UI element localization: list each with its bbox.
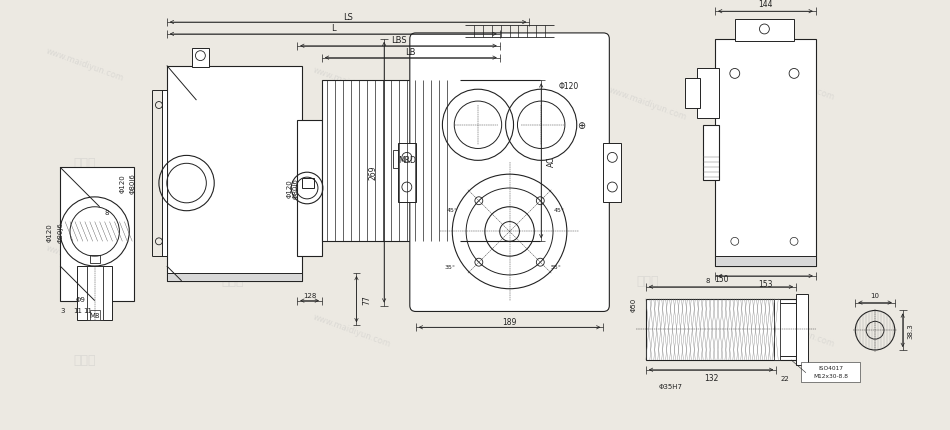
Text: Φ80j6: Φ80j6 — [57, 221, 63, 243]
Bar — [89, 255, 100, 264]
Bar — [715, 40, 816, 267]
FancyBboxPatch shape — [409, 34, 609, 312]
Bar — [398, 143, 416, 203]
Text: www.maidiyun.com: www.maidiyun.com — [608, 86, 688, 122]
Text: 迈迪网: 迈迪网 — [636, 275, 659, 288]
Bar — [167, 273, 302, 281]
Bar — [192, 49, 209, 68]
Text: Φ120: Φ120 — [120, 174, 125, 193]
Bar — [774, 303, 796, 356]
Bar — [796, 294, 808, 365]
Text: www.maidiyun.com: www.maidiyun.com — [756, 66, 836, 102]
Text: 10: 10 — [870, 292, 880, 298]
Text: 迈迪网: 迈迪网 — [221, 275, 244, 288]
Text: 11: 11 — [84, 308, 92, 314]
Text: MRD: MRD — [398, 156, 416, 164]
Text: 269: 269 — [369, 166, 378, 180]
Text: LBS: LBS — [390, 36, 407, 45]
Bar — [685, 79, 700, 109]
Text: Φ80j6: Φ80j6 — [129, 173, 135, 194]
Text: 迈迪网: 迈迪网 — [785, 196, 808, 209]
Text: 8: 8 — [104, 209, 109, 215]
Text: www.maidiyun.com: www.maidiyun.com — [312, 312, 391, 349]
Text: LS: LS — [343, 12, 353, 22]
Text: 8: 8 — [706, 277, 710, 283]
Bar — [500, 149, 529, 173]
Bar — [89, 311, 100, 321]
Text: Φ9: Φ9 — [76, 296, 86, 302]
Bar — [801, 362, 861, 382]
Text: 128: 128 — [303, 292, 316, 298]
Text: Φ120: Φ120 — [286, 179, 293, 198]
Text: 11: 11 — [73, 308, 83, 314]
Text: ⊕: ⊕ — [577, 120, 585, 130]
Text: 153: 153 — [758, 280, 772, 289]
Text: 迈迪网: 迈迪网 — [73, 353, 96, 366]
Text: 132: 132 — [704, 373, 718, 382]
Text: www.maidiyun.com: www.maidiyun.com — [312, 66, 391, 102]
Text: L: L — [331, 25, 335, 34]
Bar — [734, 20, 794, 42]
Text: 150: 150 — [713, 275, 729, 284]
Bar — [603, 143, 621, 203]
Bar — [646, 299, 796, 360]
Text: 45°: 45° — [446, 208, 458, 213]
Text: LB: LB — [406, 48, 416, 57]
Text: 55°: 55° — [551, 264, 561, 269]
Text: Φ80j6: Φ80j6 — [293, 178, 298, 199]
Text: 3: 3 — [61, 308, 66, 314]
Text: M8: M8 — [89, 313, 100, 319]
Bar — [77, 267, 112, 321]
Bar — [322, 81, 460, 242]
Bar — [697, 69, 719, 119]
Text: 144: 144 — [758, 0, 772, 9]
Text: 35°: 35° — [445, 264, 456, 269]
Text: Φ120: Φ120 — [47, 223, 52, 241]
Bar — [703, 126, 719, 181]
Text: Φ120: Φ120 — [559, 82, 580, 91]
Bar — [715, 257, 816, 267]
Text: www.maidiyun.com: www.maidiyun.com — [756, 312, 836, 349]
Text: 迈迪网: 迈迪网 — [73, 157, 96, 169]
Bar — [302, 179, 314, 189]
Bar — [60, 168, 134, 301]
Bar — [167, 66, 302, 281]
Text: www.maidiyun.com: www.maidiyun.com — [193, 86, 273, 122]
Text: 77: 77 — [362, 295, 370, 304]
Text: 45°: 45° — [554, 208, 564, 213]
Bar — [393, 151, 421, 169]
Bar — [774, 299, 780, 360]
Text: M12x30-8.8: M12x30-8.8 — [813, 373, 848, 378]
Bar — [162, 91, 167, 257]
Text: www.maidiyun.com: www.maidiyun.com — [45, 46, 125, 83]
Text: 38.3: 38.3 — [907, 322, 914, 338]
Text: 189: 189 — [503, 317, 517, 326]
Text: 迈迪网: 迈迪网 — [340, 196, 363, 209]
Text: Φ50: Φ50 — [631, 297, 637, 311]
Text: ISO4017: ISO4017 — [818, 366, 843, 370]
Text: Φ35H7: Φ35H7 — [658, 383, 683, 389]
Text: 迈迪网: 迈迪网 — [488, 275, 511, 288]
Text: AC: AC — [546, 156, 556, 167]
Bar — [297, 120, 322, 257]
Text: www.maidiyun.com: www.maidiyun.com — [45, 243, 125, 280]
Text: www.maidiyun.com: www.maidiyun.com — [460, 86, 540, 122]
Bar — [86, 267, 103, 321]
Text: 22: 22 — [781, 375, 789, 381]
